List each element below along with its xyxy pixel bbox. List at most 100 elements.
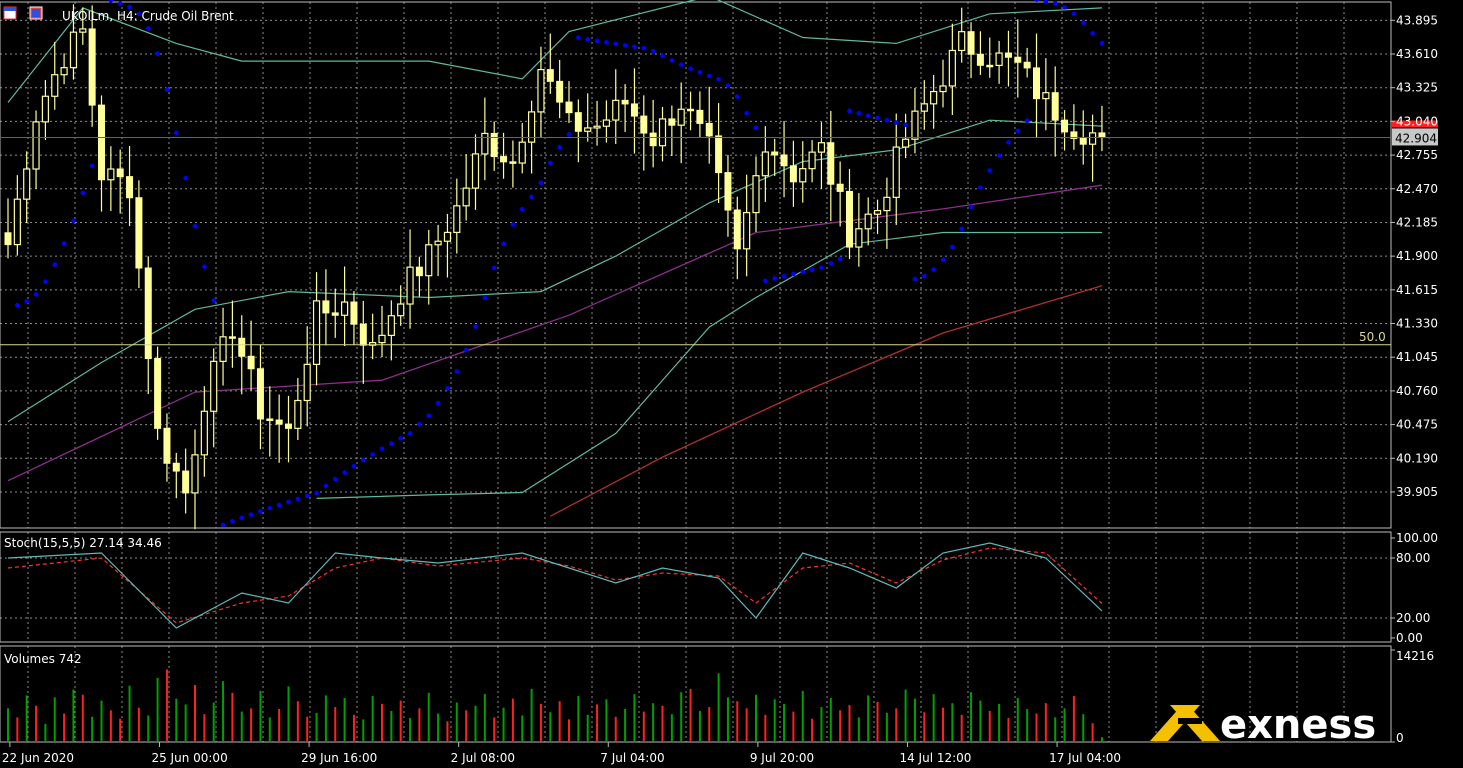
band-upper [7,0,1103,103]
candle [584,93,592,142]
candle-body-up [855,228,863,248]
sar-dot [164,87,170,92]
candle [481,97,489,181]
sar-dot [454,369,460,374]
candle [79,7,87,45]
price-tick-label: 41.615 [1396,283,1438,297]
candle-body-up [341,301,349,316]
stochastic-grid [0,532,1391,642]
candle [948,23,956,115]
chart-title: UKOILm, H4: Crude Oil Brent [62,9,234,23]
stochastic-tick-label: 0.00 [1396,631,1423,645]
sar-dot [903,122,908,128]
sar-dot [248,512,254,517]
volume-bars [7,669,1103,742]
candle [836,161,844,227]
candle [182,448,190,514]
sar-dot [791,271,796,277]
sar-dot [987,168,993,173]
candle [930,74,938,129]
sar-dot [501,241,506,247]
sar-dot [389,441,394,446]
sar-dot [912,276,918,282]
candle-body-up [41,95,50,123]
candle-body-down [846,190,853,248]
candle-body-up [1088,132,1097,145]
stochastic-axis: 100.00 80.00 20.00 0.00 [1391,531,1438,645]
price-tick-label: 43.610 [1396,47,1438,61]
candle-body-down [789,165,797,183]
candle-body-down [715,135,723,174]
sar-dot [669,58,675,63]
sar-dot [202,264,207,269]
candle-body-down [1098,132,1106,138]
candle-body-down [415,266,423,277]
candle [210,348,218,448]
sar-dot [108,0,114,3]
price-tick-label: 42.755 [1396,148,1438,162]
candle-body-down [1004,52,1012,58]
sar-dot [847,108,852,114]
price-tick-label: 40.760 [1396,384,1438,398]
candle [32,110,40,189]
candle-body-down [1070,131,1078,139]
candle-body-down [780,154,788,167]
candle [574,99,582,163]
candle-body-down [1051,92,1059,121]
sar-dot [117,1,123,6]
sar-dot [622,43,628,48]
price-tick-label: 43.040 [1396,114,1438,128]
candle-body-up [471,153,480,189]
sar-dot [417,421,422,427]
candle-body-up [817,142,826,153]
stochastic-panel[interactable]: 100.00 80.00 20.00 0.00 Stoch(15,5,5) 27.14… [0,531,1438,645]
candle [752,156,760,232]
candle-body-up [378,334,386,344]
candle [808,140,816,183]
stochastic-lines [7,542,1103,629]
sar-dot [342,470,347,475]
candle-body-down [98,104,105,181]
sar-dot [332,476,338,482]
candle-body-up [79,28,87,33]
sar-dot [557,144,562,150]
candle-body-down [126,176,134,199]
volume-grid [27,646,1345,742]
candle-body-up [387,315,395,336]
sar-dot [678,62,684,67]
candle-body-up [462,187,470,207]
chart-header: UKOILm, H4: Crude Oil Brent [3,6,234,23]
sar-dot [519,206,525,212]
price-panel[interactable]: 50.0 42.904 43.895 43.610 43.325 43.040 42.75… [0,0,1438,530]
volume-panel[interactable]: 14216 0 Volumes 742 [0,645,1434,745]
level-lines: 50.0 42.904 [0,120,1438,346]
candle [219,307,227,386]
bollinger-bands [7,0,1103,499]
sar-dot [613,41,619,47]
candle [107,146,115,212]
candle [228,300,236,368]
band-lower [316,231,1102,499]
volume-tick-label: 0 [1396,731,1404,745]
candle-body-down [509,161,517,164]
stochastic-tick-label: 20.00 [1396,611,1430,625]
candle [612,69,620,145]
candle-body-up [939,85,947,93]
sar-dot [370,452,375,457]
candle [266,386,274,457]
sar-dot [1015,128,1021,134]
sar-dot [473,324,478,329]
sar-dot [407,431,413,436]
volume-tick-label: 14216 [1396,649,1434,663]
sar-dot [744,110,749,116]
candle-body-up [443,231,452,242]
candle-body-down [687,108,695,112]
candle-body-up [107,168,115,181]
candle [500,132,508,179]
sar-dot [33,292,39,297]
candle-body-down [172,462,180,472]
candle [649,99,657,168]
sar-dot [996,153,1002,158]
candle [471,134,480,210]
